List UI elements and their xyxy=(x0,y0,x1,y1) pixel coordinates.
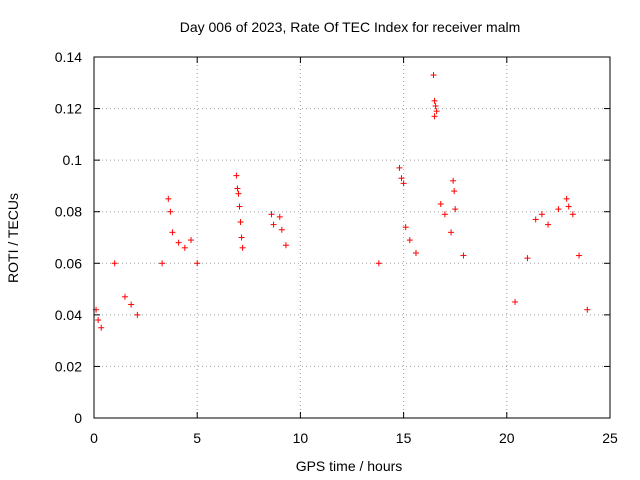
y-tick-label: 0.02 xyxy=(55,358,82,374)
data-point xyxy=(239,244,246,251)
data-point xyxy=(98,324,105,331)
data-point xyxy=(400,180,407,187)
data-point xyxy=(437,200,444,207)
y-tick-label: 0.12 xyxy=(55,101,82,117)
data-point xyxy=(276,213,283,220)
y-axis-label: ROTI / TECUs xyxy=(5,193,21,283)
data-point xyxy=(159,260,166,267)
data-point xyxy=(194,260,201,267)
data-point xyxy=(175,239,182,246)
data-point xyxy=(532,216,539,223)
data-point xyxy=(238,234,245,241)
y-tick-label: 0.04 xyxy=(55,307,82,323)
data-point xyxy=(268,211,275,218)
data-point xyxy=(565,203,572,210)
y-tick-label: 0.1 xyxy=(63,152,83,168)
data-point xyxy=(181,244,188,251)
data-point xyxy=(128,301,135,308)
y-tick-label: 0 xyxy=(74,410,82,426)
data-point xyxy=(451,188,458,195)
data-point xyxy=(538,211,545,218)
data-point xyxy=(524,255,531,262)
data-point xyxy=(555,206,562,213)
data-point xyxy=(433,108,440,115)
data-point xyxy=(460,252,467,259)
data-point xyxy=(431,113,438,120)
data-point xyxy=(448,229,455,236)
data-point xyxy=(236,203,243,210)
data-point xyxy=(563,195,570,202)
axis-ticks xyxy=(93,56,611,419)
x-tick-label: 0 xyxy=(90,430,98,446)
x-axis-label: GPS time / hours xyxy=(296,458,403,474)
tick-labels: 0 5 10 15 20 25 0 0.02 0.04 0.06 0.08 0.1 0.12 0.14 xyxy=(55,49,618,446)
data-point xyxy=(402,224,409,231)
data-point xyxy=(111,260,118,267)
data-point xyxy=(430,72,437,79)
data-point xyxy=(584,306,591,313)
data-point xyxy=(545,221,552,228)
data-point xyxy=(234,185,241,192)
data-point xyxy=(237,219,244,226)
x-tick-label: 10 xyxy=(293,430,309,446)
data-point xyxy=(569,211,576,218)
grid xyxy=(94,57,610,418)
data-points xyxy=(93,72,591,331)
x-tick-label: 20 xyxy=(499,430,515,446)
y-tick-label: 0.08 xyxy=(55,204,82,220)
data-point xyxy=(121,293,128,300)
data-point xyxy=(576,252,583,259)
data-point xyxy=(278,226,285,233)
data-point xyxy=(450,177,457,184)
data-point xyxy=(95,317,102,324)
data-point xyxy=(233,172,240,179)
data-point xyxy=(441,211,448,218)
data-point xyxy=(375,260,382,267)
data-point xyxy=(432,102,439,109)
data-point xyxy=(235,190,242,197)
plot-frame xyxy=(93,56,611,419)
data-point xyxy=(282,242,289,249)
x-tick-label: 25 xyxy=(602,430,618,446)
data-point xyxy=(398,175,405,182)
chart-title: Day 006 of 2023, Rate Of TEC Index for r… xyxy=(180,19,521,35)
data-point xyxy=(396,164,403,171)
data-point xyxy=(134,311,141,318)
data-point xyxy=(406,237,413,244)
data-point xyxy=(270,221,277,228)
data-point xyxy=(512,298,519,305)
data-point xyxy=(412,249,419,256)
data-point xyxy=(169,229,176,236)
data-point xyxy=(165,195,172,202)
data-point xyxy=(167,208,174,215)
y-tick-label: 0.06 xyxy=(55,255,82,271)
data-point xyxy=(188,237,195,244)
data-point xyxy=(452,206,459,213)
x-tick-label: 5 xyxy=(193,430,201,446)
x-tick-label: 15 xyxy=(396,430,412,446)
data-point xyxy=(431,97,438,104)
y-tick-label: 0.14 xyxy=(55,49,82,65)
